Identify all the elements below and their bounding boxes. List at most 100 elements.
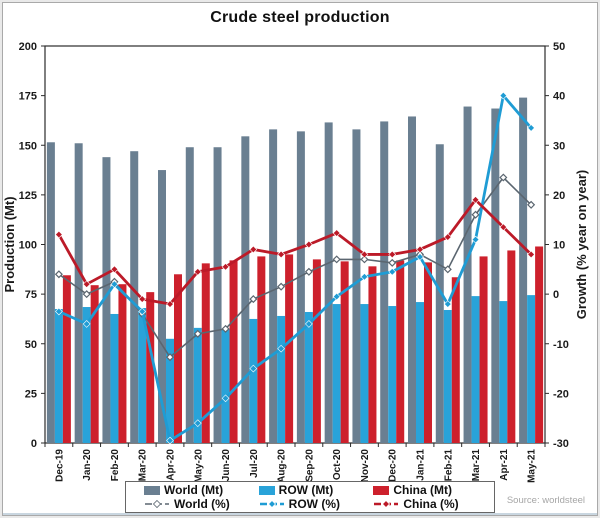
right-tick-label: -30 [553, 438, 569, 450]
x-tick-label: Mar-21 [471, 449, 482, 482]
x-tick-label: Feb-21 [443, 449, 454, 482]
chart-title: Crude steel production [210, 9, 390, 26]
marker-china-pct [443, 233, 452, 241]
marker-row-pct [499, 91, 508, 100]
legend-item-china-pct: China (%) [373, 498, 488, 510]
marker-world-pct [304, 267, 313, 276]
marker-row-pct [193, 419, 202, 427]
bar-world-apr-20 [158, 170, 166, 443]
bar-world-nov-20 [352, 129, 361, 443]
legend-item-row-pct: ROW (%) [259, 498, 374, 510]
left-axis-title: Production (Mt) [3, 196, 17, 292]
marker-china-pct [138, 295, 147, 303]
x-tick-label: Mar-20 [138, 449, 149, 482]
right-axis-title: Growth (% year on year) [574, 170, 589, 320]
bar-china-feb-20 [118, 284, 127, 443]
bar-china-jun-20 [229, 260, 238, 443]
marker-row-pct [249, 364, 258, 373]
bar-world-aug-20 [269, 129, 278, 443]
left-tick-label: 25 [25, 388, 37, 400]
left-tick-label: 0 [31, 438, 37, 450]
marker-row-pct [360, 272, 369, 281]
right-tick-label: 0 [553, 289, 559, 301]
x-tick-label: Jan-20 [82, 449, 93, 481]
marker-world-pct [82, 290, 91, 299]
marker-world-pct [360, 255, 369, 264]
marker-world-pct [54, 270, 63, 279]
bar-world-dec-19 [46, 142, 55, 443]
legend-swatch-china-pct-icon [373, 499, 399, 509]
right-tick-label: -10 [553, 339, 569, 351]
bar-china-apr-21 [507, 250, 516, 443]
x-tick-label: Jul-20 [249, 449, 260, 478]
x-tick-label: Feb-20 [110, 449, 121, 482]
right-tick-label: 20 [553, 190, 565, 202]
line-row-pct [58, 94, 533, 442]
bar-world-dec-20 [380, 121, 389, 444]
left-tick-label: 75 [25, 289, 37, 301]
bar-row-jan-21 [416, 302, 424, 443]
marker-china-pct [249, 245, 258, 254]
bar-china-aug-20 [285, 254, 294, 443]
left-tick-label: 200 [19, 41, 37, 53]
marker-china-pct [305, 240, 313, 249]
bar-china-jan-21 [424, 262, 432, 443]
left-tick-label: 50 [25, 339, 37, 351]
bar-china-apr-20 [174, 274, 182, 443]
marker-world-pct [165, 353, 175, 362]
bar-china-mar-21 [479, 256, 488, 443]
legend-swatch-china-mt-icon [373, 485, 390, 495]
bar-row-jun-20 [221, 328, 230, 443]
bar-world-jan-20 [74, 143, 83, 443]
x-tick-label: Apr-21 [499, 449, 510, 481]
window-bottom-edge [3, 513, 597, 515]
legend-marker-diamond-icon [152, 499, 162, 509]
marker-world-pct [499, 173, 508, 182]
line-world-pct [58, 176, 532, 358]
bar-row-jan-20 [82, 307, 91, 443]
bar-china-oct-20 [340, 261, 349, 443]
right-tick-label: 40 [553, 91, 565, 103]
legend-item-world-pct: World (%) [144, 498, 259, 510]
bar-china-dec-19 [62, 275, 71, 443]
x-tick-label: May-21 [527, 449, 538, 483]
bar-china-mar-20 [146, 292, 155, 443]
right-tick-label: 50 [553, 41, 565, 53]
legend-label-china-mt: China (Mt) [393, 483, 452, 497]
left-tick-label: 100 [19, 240, 37, 252]
bar-row-feb-20 [110, 313, 119, 443]
bar-row-mar-21 [471, 296, 480, 443]
marker-world-pct [388, 258, 397, 267]
legend-label-world-mt: World (Mt) [164, 483, 224, 497]
marker-row-pct [166, 436, 174, 445]
bar-world-oct-20 [324, 122, 333, 444]
legend-box: World (Mt) ROW (Mt) China (Mt) World (%)… [125, 481, 495, 513]
x-tick-label: May-20 [193, 449, 204, 483]
legend-label-row-mt: ROW (Mt) [278, 483, 334, 497]
bar-row-oct-20 [332, 304, 341, 443]
plot-area: 0 25 50 75 100 125 150 175 200 -30 -20 -10 0 10 20 30 40… [3, 41, 589, 483]
marker-china-pct [332, 229, 341, 237]
right-tick-label: -20 [553, 388, 569, 400]
legend-marker-diamond-icon [382, 499, 391, 509]
marker-china-pct [221, 263, 230, 271]
bar-world-jun-20 [213, 147, 222, 444]
marker-world-pct [221, 324, 230, 333]
bar-row-nov-20 [360, 304, 369, 443]
bar-china-sep-20 [312, 259, 321, 443]
bar-china-nov-20 [368, 266, 377, 443]
bar-row-dec-20 [388, 306, 397, 443]
bar-world-apr-21 [491, 108, 500, 443]
bar-china-feb-21 [451, 277, 460, 443]
x-tick-label: Oct-20 [332, 449, 343, 481]
marker-row-pct [443, 300, 452, 308]
marker-china-pct [527, 250, 535, 259]
marker-row-pct [277, 344, 285, 353]
bar-row-mar-20 [138, 308, 147, 443]
bar-row-feb-21 [443, 310, 452, 443]
marker-china-pct [388, 250, 397, 259]
x-tick-label: Jun-20 [221, 449, 232, 482]
x-tick-label: Sep-20 [304, 449, 315, 482]
marker-china-pct [166, 300, 174, 308]
legend-label-world-pct: World (%) [174, 497, 230, 511]
